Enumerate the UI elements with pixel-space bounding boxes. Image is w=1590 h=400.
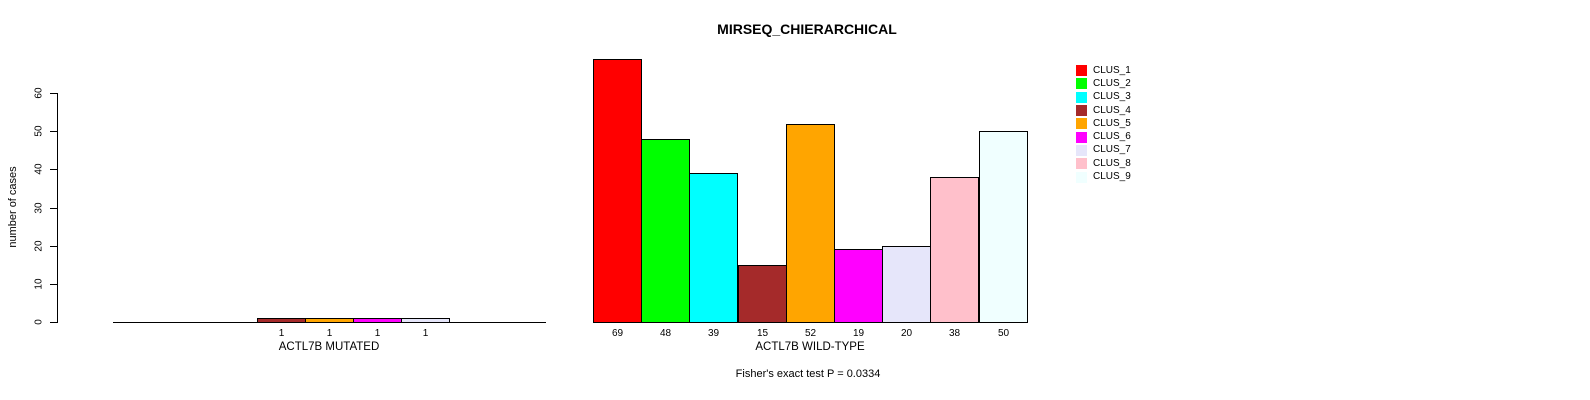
legend-label: CLUS_3 (1093, 91, 1131, 103)
y-axis-tick-label: 10 (33, 278, 45, 290)
bar-value-label: 20 (900, 328, 913, 339)
legend-item: CLUS_1 (1076, 64, 1131, 77)
y-axis-tick-label: 50 (33, 125, 45, 137)
legend: CLUS_1 CLUS_2 CLUS_3 CLUS_4 CLUS_5 CLUS_6 CLUS… (1076, 64, 1131, 184)
legend-swatch-clus_1 (1076, 65, 1087, 77)
bar-clus_6 (834, 249, 883, 323)
bar-value-label: 15 (756, 328, 769, 339)
y-axis-tick-label: 60 (33, 87, 45, 99)
legend-label: CLUS_5 (1093, 117, 1131, 129)
bar-clus_7 (882, 246, 931, 323)
legend-item: CLUS_9 (1076, 170, 1131, 183)
legend-item: CLUS_6 (1076, 130, 1131, 143)
legend-swatch-clus_5 (1076, 118, 1087, 130)
bar-value-label: 1 (374, 328, 381, 339)
bar-clus_3 (689, 173, 738, 323)
bar-clus_9 (979, 131, 1028, 323)
y-axis-tick-label: 0 (33, 319, 45, 325)
legend-item: CLUS_7 (1076, 144, 1131, 157)
legend-item: CLUS_5 (1076, 117, 1131, 130)
bar-clus_2 (641, 139, 690, 323)
bar-value-label: 69 (611, 328, 624, 339)
y-axis-tick (50, 284, 58, 285)
y-axis-tick (50, 169, 58, 170)
bar-clus_7 (401, 318, 450, 323)
legend-label: CLUS_8 (1093, 157, 1131, 169)
y-axis-tick-label: 30 (33, 202, 45, 214)
bar-value-label: 48 (659, 328, 672, 339)
legend-swatch-clus_6 (1076, 131, 1087, 143)
x-axis-title-mutated: ACTL7B MUTATED (278, 341, 380, 353)
bar-clus_6 (353, 318, 402, 323)
y-axis-tick (50, 93, 58, 94)
bar-value-label: 39 (707, 328, 720, 339)
legend-label: CLUS_6 (1093, 131, 1131, 143)
legend-swatch-clus_9 (1076, 171, 1087, 183)
x-axis-title-wildtype: ACTL7B WILD-TYPE (755, 341, 865, 353)
y-axis-tick (50, 208, 58, 209)
legend-swatch-clus_3 (1076, 91, 1087, 103)
bar-value-label: 52 (804, 328, 817, 339)
bar-value-label: 1 (422, 328, 429, 339)
bar-value-label: 1 (326, 328, 333, 339)
y-axis-tick-label: 40 (33, 163, 45, 175)
legend-label: CLUS_9 (1093, 171, 1131, 183)
legend-item: CLUS_8 (1076, 157, 1131, 170)
bar-value-label: 19 (852, 328, 865, 339)
legend-swatch-clus_8 (1076, 158, 1087, 170)
legend-item: CLUS_3 (1076, 91, 1131, 104)
legend-label: CLUS_4 (1093, 104, 1131, 116)
bar-clus_5 (305, 318, 354, 323)
y-axis-tick (50, 322, 58, 323)
legend-label: CLUS_1 (1093, 64, 1131, 76)
legend-item: CLUS_2 (1076, 77, 1131, 90)
bar-clus_1 (593, 59, 642, 323)
y-axis-tick (50, 246, 58, 247)
y-axis-tick (50, 131, 58, 132)
legend-swatch-clus_2 (1076, 78, 1087, 90)
bar-value-label: 1 (278, 328, 285, 339)
y-axis-tick-label: 20 (33, 240, 45, 252)
chart-title: MIRSEQ_CHIERARCHICAL (717, 21, 897, 37)
y-axis-title: number of cases (7, 166, 19, 248)
legend-swatch-clus_4 (1076, 105, 1087, 117)
legend-label: CLUS_2 (1093, 77, 1131, 89)
bar-clus_4 (738, 265, 787, 323)
legend-label: CLUS_7 (1093, 144, 1131, 156)
bar-value-label: 38 (948, 328, 961, 339)
legend-swatch-clus_7 (1076, 144, 1087, 156)
bar-clus_5 (786, 124, 835, 323)
bar-value-label: 50 (997, 328, 1010, 339)
annotation-text: Fisher's exact test P = 0.0334 (735, 368, 881, 380)
bar-clus_4 (257, 318, 306, 323)
legend-item: CLUS_4 (1076, 104, 1131, 117)
bar-clus_8 (930, 177, 979, 323)
